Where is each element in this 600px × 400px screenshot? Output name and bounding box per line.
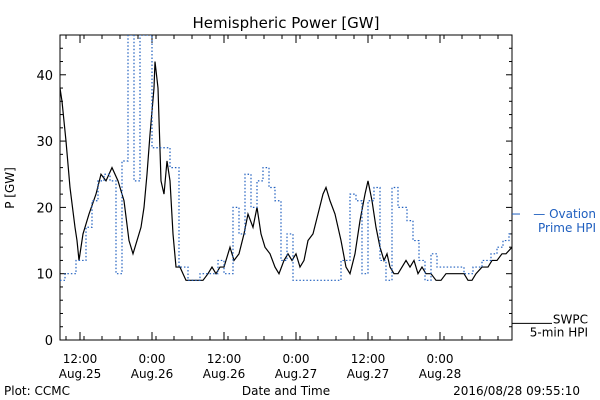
x-tick-label-date: Aug.27 xyxy=(347,367,390,381)
legend-ovation-label: — Ovation xyxy=(533,207,596,221)
series-ovation-line xyxy=(60,35,512,281)
y-tick-label: 0 xyxy=(45,334,53,349)
x-tick-label-hour: 0:00 xyxy=(283,352,310,366)
x-tick-label-date: Aug.28 xyxy=(419,367,462,381)
y-tick-label: 30 xyxy=(36,135,53,150)
x-tick-label-date: Aug.25 xyxy=(59,367,102,381)
x-tick-label-hour: 12:00 xyxy=(63,352,98,366)
x-tick-label-hour: 12:00 xyxy=(207,352,242,366)
y-axis-label: P [GW] xyxy=(3,167,17,209)
chart-title: Hemispheric Power [GW] xyxy=(193,14,380,32)
y-tick-label: 10 xyxy=(36,268,53,283)
x-axis-label: Date and Time xyxy=(242,384,330,398)
x-tick-label-hour: 0:00 xyxy=(427,352,454,366)
x-axis: 12:00Aug.250:00Aug.2612:00Aug.260:00Aug.… xyxy=(59,35,499,381)
x-tick-label-hour: 12:00 xyxy=(351,352,386,366)
x-tick-label-date: Aug.27 xyxy=(275,367,318,381)
plot-credit: Plot: CCMC xyxy=(4,384,70,398)
plot-frame xyxy=(59,34,513,341)
y-tick-label: 20 xyxy=(36,201,53,216)
y-axis: 0 10 20 30 40 xyxy=(36,34,512,349)
legend-swpc-label: 5-min HPI xyxy=(530,325,588,339)
legend-swpc-label: SWPC xyxy=(553,312,588,326)
x-tick-label-date: Aug.26 xyxy=(131,367,174,381)
plot-timestamp: 2016/08/28 09:55:10 xyxy=(453,384,580,398)
x-tick-label-date: Aug.26 xyxy=(203,367,246,381)
legend-ovation-label: Prime HPI xyxy=(538,221,596,235)
x-tick-label-hour: 0:00 xyxy=(139,352,166,366)
y-tick-label: 40 xyxy=(36,69,53,84)
series-layer xyxy=(59,34,513,281)
